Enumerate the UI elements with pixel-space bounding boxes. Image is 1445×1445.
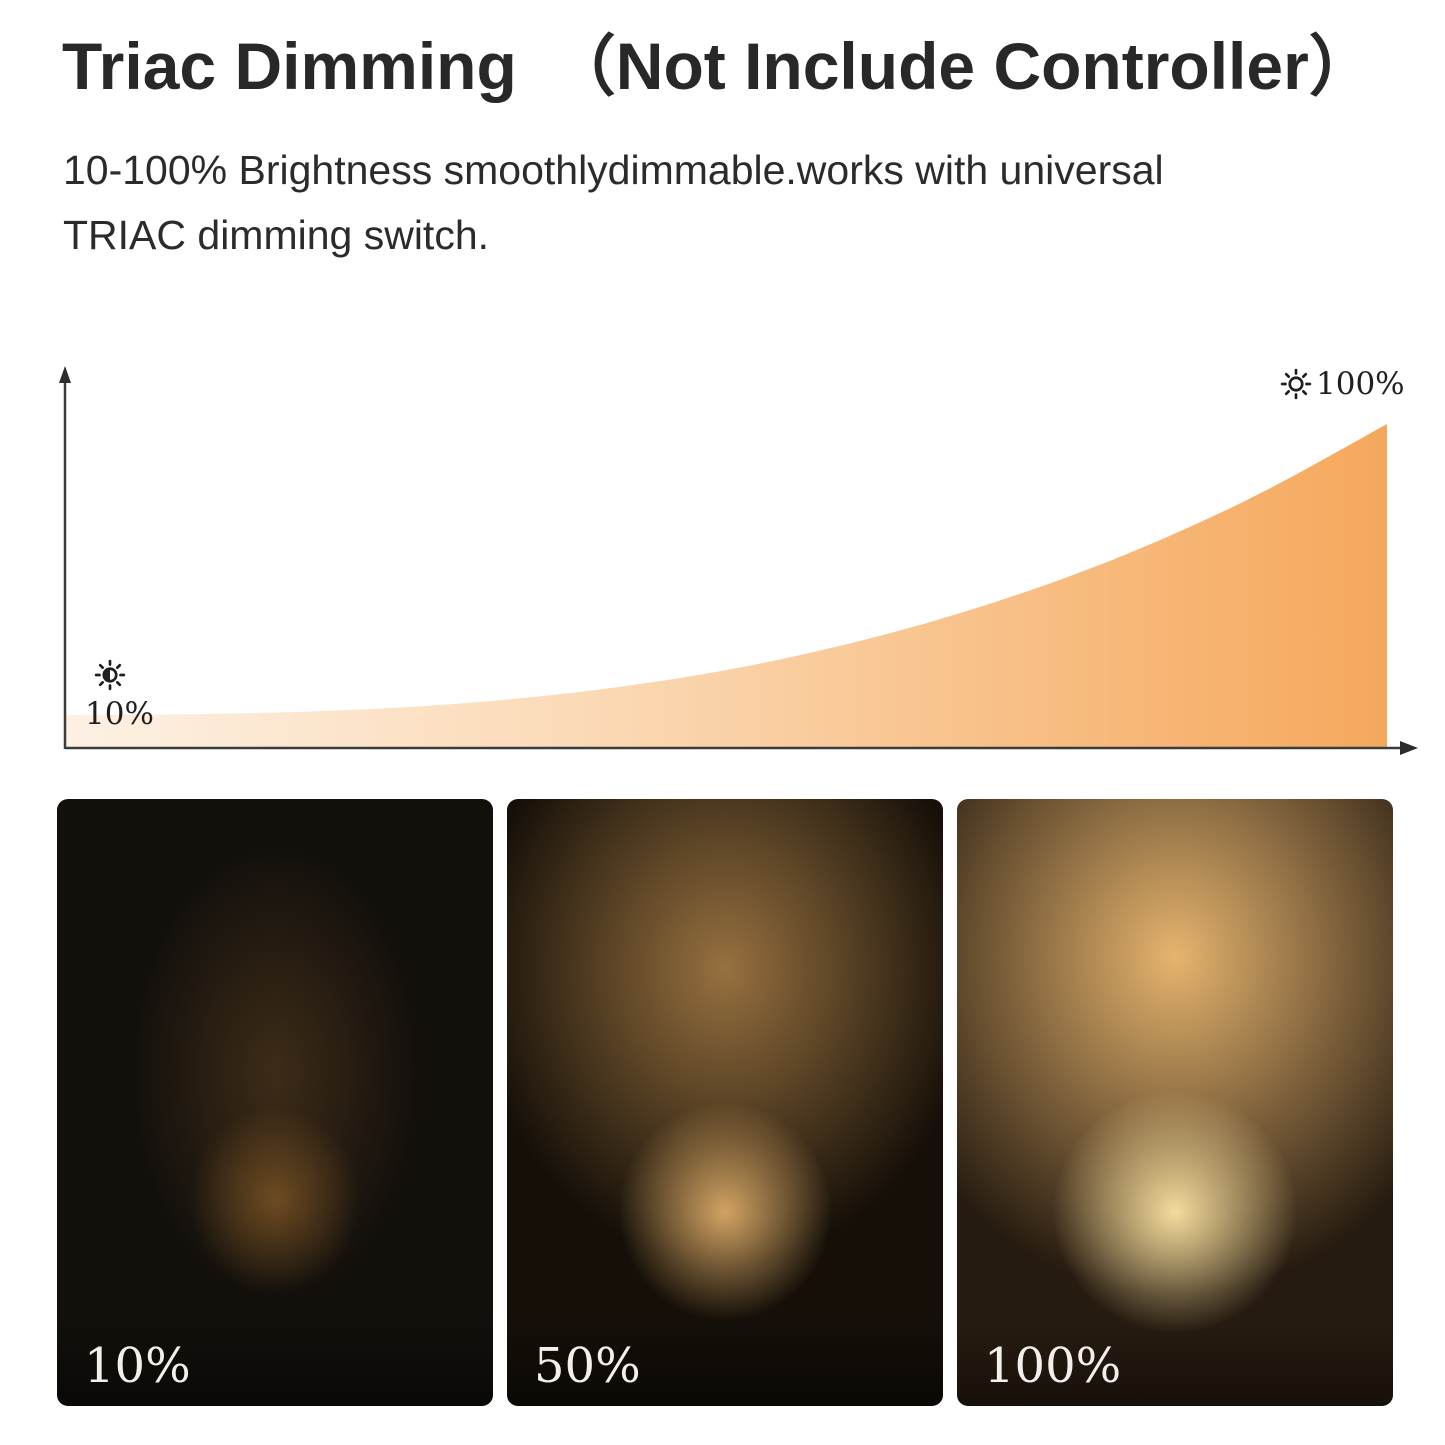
annotation-100-label: 100% — [1316, 366, 1405, 402]
photo-brightness-100: 100% — [957, 799, 1393, 1406]
photo-label: 10% — [84, 1338, 191, 1394]
brightness-area-series — [65, 424, 1387, 747]
y-axis-arrow-icon — [59, 366, 71, 383]
annotation-10-percent: 10% — [85, 658, 154, 732]
brightness-high-icon — [1280, 368, 1312, 400]
brightness-comparison-row: 10% 50% 100% — [57, 799, 1393, 1406]
annotation-10-label: 10% — [85, 696, 154, 732]
page-subtitle: 10-100% Brightness smoothlydimmable.work… — [63, 147, 1164, 258]
dimming-curve-chart: 100% 10% — [57, 362, 1420, 762]
photo-brightness-50: 50% — [507, 799, 943, 1406]
dimming-curve-plot — [59, 366, 1418, 755]
annotation-100-percent: 100% — [1279, 366, 1405, 402]
photo-label: 50% — [534, 1338, 641, 1394]
brightness-low-icon — [94, 659, 126, 691]
photo-label: 100% — [984, 1338, 1122, 1394]
photo-brightness-10: 10% — [57, 799, 493, 1406]
x-axis-arrow-icon — [1400, 741, 1418, 755]
page-title: Triac Dimming （Not Include Controller） — [62, 29, 1375, 103]
